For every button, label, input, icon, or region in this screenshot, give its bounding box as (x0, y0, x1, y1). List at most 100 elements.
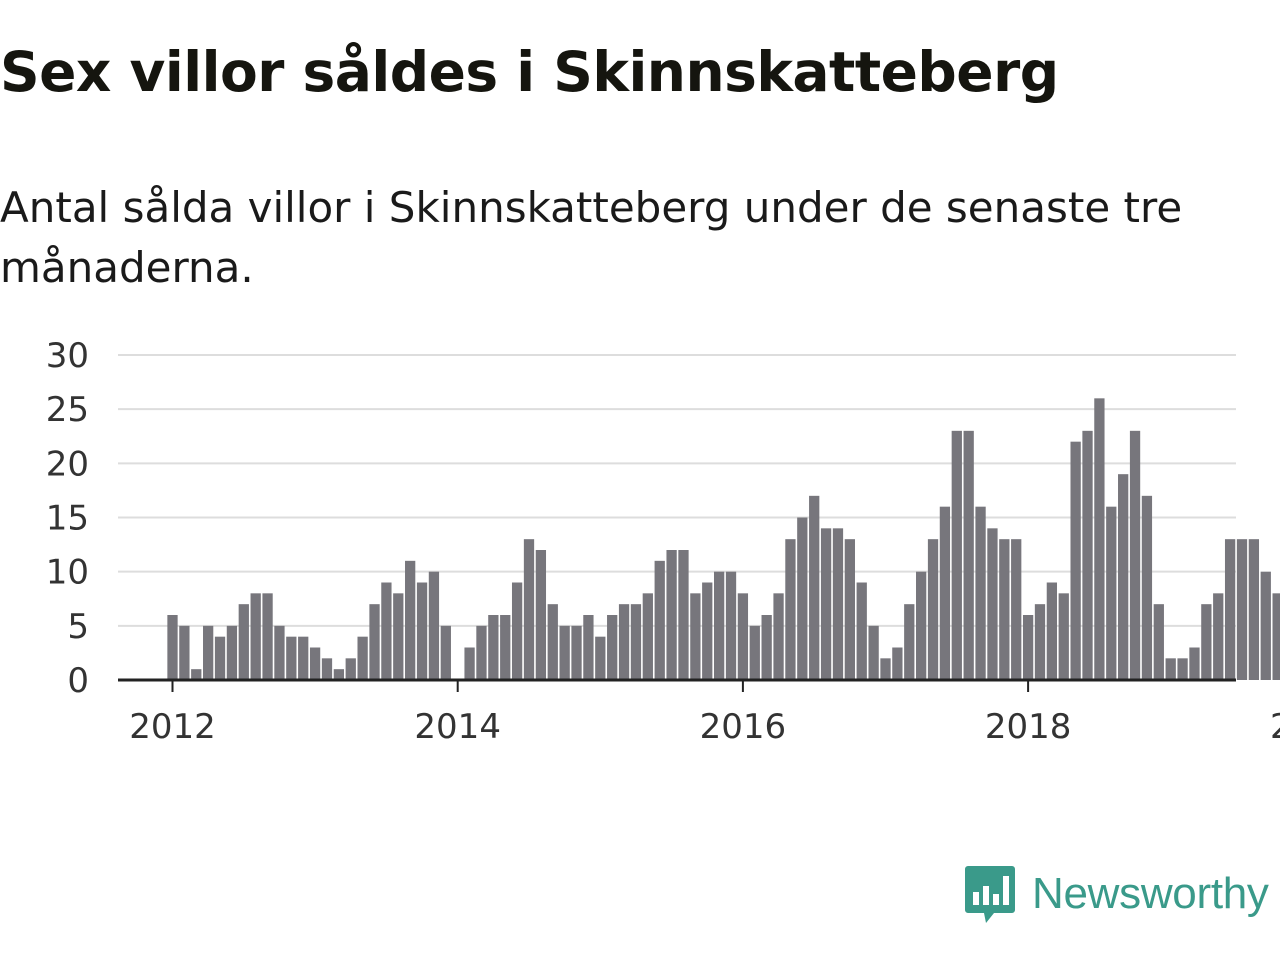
x-tick-label: 2012 (129, 707, 216, 747)
bar (1011, 539, 1022, 680)
y-tick-label: 0 (67, 661, 89, 701)
bar (333, 669, 345, 680)
bar (583, 615, 594, 680)
bar (1129, 430, 1141, 680)
bar (357, 636, 368, 680)
bar (595, 636, 606, 680)
bar (749, 625, 760, 680)
bar (797, 517, 808, 680)
bar (1201, 604, 1212, 680)
bar (1165, 658, 1176, 680)
bar (416, 582, 428, 680)
y-tick-label: 20 (46, 444, 89, 484)
bar (214, 636, 226, 680)
bar (713, 571, 725, 680)
bar (274, 625, 285, 680)
y-axis-labels: 0 5 10 15 20 25 30 (46, 336, 89, 701)
bar (440, 625, 451, 680)
bar (832, 528, 844, 680)
bar (500, 615, 511, 680)
y-tick-label: 10 (46, 553, 89, 593)
bar (191, 669, 202, 680)
bar (286, 636, 297, 680)
bar (393, 593, 404, 680)
bar (737, 593, 749, 680)
bar (369, 604, 380, 680)
y-tick-label: 5 (67, 607, 89, 647)
bar (167, 615, 178, 680)
bar (892, 647, 903, 680)
bar (428, 571, 440, 680)
bar (654, 560, 665, 680)
bar (690, 593, 701, 680)
bar (761, 615, 772, 680)
bar (785, 539, 796, 680)
bar (238, 604, 249, 680)
bar (607, 615, 618, 680)
bar (1248, 539, 1260, 680)
bar (1118, 474, 1129, 680)
bar (678, 550, 689, 680)
chart-subtitle: Antal sålda villor i Skinnskatteberg und… (0, 183, 1183, 292)
bar (618, 604, 630, 680)
bar (559, 625, 570, 680)
bar (987, 528, 998, 680)
bar (702, 582, 713, 680)
bar (1058, 593, 1069, 680)
bars (167, 398, 1280, 680)
bar (904, 604, 915, 680)
bar (916, 571, 927, 680)
y-tick-label: 15 (46, 499, 89, 539)
x-tick-label: 2020 (1270, 707, 1280, 747)
bar (1106, 506, 1117, 680)
bar (1177, 658, 1188, 680)
bar (1034, 604, 1046, 680)
bar (880, 658, 891, 680)
x-tick-label: 2016 (700, 707, 787, 747)
bar (820, 528, 832, 680)
bar (927, 539, 939, 680)
bar (1094, 398, 1105, 680)
brand-name: Newsworthy (1032, 869, 1269, 918)
grid-lines (118, 354, 1236, 627)
x-tick-label: 2014 (414, 707, 501, 747)
x-axis-labels: 20122014201620182020202220242026 (129, 707, 1280, 747)
bar (1189, 647, 1200, 680)
bar (345, 658, 356, 680)
bar (1153, 604, 1164, 680)
bar (725, 571, 737, 680)
bar (203, 625, 214, 680)
bar (262, 593, 273, 680)
bar (571, 625, 582, 680)
bar (939, 506, 951, 680)
bar (179, 625, 190, 680)
bar (642, 593, 653, 680)
bar (951, 430, 962, 680)
bar (1070, 441, 1081, 680)
bar (1082, 430, 1093, 680)
bar (226, 625, 238, 680)
bar (999, 539, 1010, 680)
bar (1213, 593, 1224, 680)
bar (1224, 539, 1236, 680)
bar (523, 539, 535, 680)
x-axis-ticks (171, 680, 1030, 692)
bar (476, 625, 487, 680)
bar (464, 647, 475, 680)
y-tick-label: 25 (46, 390, 89, 430)
bar (1022, 615, 1034, 680)
bar (381, 582, 392, 680)
bar (321, 658, 333, 680)
bar (844, 539, 855, 680)
bar (309, 647, 321, 680)
bar (963, 430, 974, 680)
bar (630, 604, 642, 680)
bar (1141, 495, 1153, 680)
newsworthy-logo-icon (965, 866, 1015, 923)
bar (298, 636, 309, 680)
bar (868, 625, 879, 680)
bar (405, 560, 416, 680)
bar (535, 550, 547, 680)
bar (773, 593, 784, 680)
bar (1236, 539, 1248, 680)
